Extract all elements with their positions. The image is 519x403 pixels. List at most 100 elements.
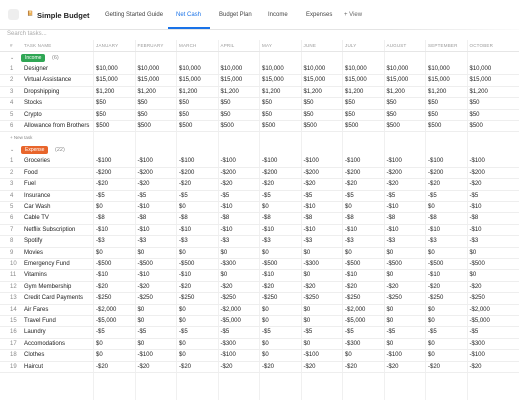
task-name[interactable]: Credit Card Payments bbox=[24, 295, 84, 302]
cell-value: -$200 bbox=[179, 169, 195, 176]
tab[interactable]: Budget Plan bbox=[219, 12, 252, 18]
tab[interactable]: Net Cash bbox=[176, 12, 202, 18]
column-header: OCTOBER bbox=[469, 43, 494, 48]
cell-value: -$250 bbox=[137, 295, 153, 302]
task-name[interactable]: Virtual Assistance bbox=[24, 77, 72, 84]
row-number: 6 bbox=[10, 215, 14, 222]
task-name[interactable]: Stocks bbox=[24, 100, 43, 107]
cell-value: -$100 bbox=[303, 158, 319, 165]
cell-value: -$5,000 bbox=[96, 318, 117, 324]
task-name[interactable]: Laundry bbox=[24, 329, 46, 336]
cell-value: -$250 bbox=[220, 295, 236, 302]
cell-value: $10,000 bbox=[137, 66, 160, 72]
task-name[interactable]: Travel Fund bbox=[24, 318, 56, 324]
cell-value: -$5 bbox=[137, 329, 147, 336]
tab[interactable]: Getting Started Guide bbox=[105, 12, 164, 18]
cell-value: $0 bbox=[96, 352, 103, 359]
cell-value: -$250 bbox=[96, 295, 112, 302]
cell-value: -$8 bbox=[469, 215, 479, 222]
new-task[interactable]: + New task bbox=[10, 135, 33, 141]
cell-value: -$3 bbox=[96, 238, 105, 245]
task-name[interactable]: Movies bbox=[24, 249, 44, 256]
cell-value: $0 bbox=[96, 249, 103, 256]
cell-value: -$100 bbox=[96, 158, 112, 165]
row-border bbox=[0, 280, 519, 282]
task-name[interactable]: Allowance from Brothers bbox=[24, 123, 90, 129]
task-name[interactable]: Food bbox=[24, 169, 38, 176]
add-view[interactable]: + View bbox=[344, 12, 363, 18]
cell-value: $0 bbox=[428, 340, 435, 347]
column-header: AUGUST bbox=[386, 43, 407, 48]
cell-value: -$500 bbox=[96, 261, 112, 267]
task-name[interactable]: Designer bbox=[24, 66, 49, 72]
cell-value: $10,000 bbox=[96, 66, 118, 72]
cell-value: $50 bbox=[469, 111, 480, 118]
cell-value: -$250 bbox=[303, 295, 319, 302]
column-divider bbox=[425, 40, 426, 400]
task-name[interactable]: Accomodations bbox=[24, 340, 66, 347]
row-border bbox=[0, 337, 519, 339]
cell-value: -$20 bbox=[262, 181, 275, 188]
row-border bbox=[0, 120, 519, 121]
row-border bbox=[0, 326, 519, 328]
cell-value: -$300 bbox=[303, 261, 319, 267]
tab[interactable]: Expenses bbox=[306, 12, 333, 18]
cell-value: -$5,000 bbox=[345, 318, 366, 324]
search[interactable]: Search tasks... bbox=[7, 31, 47, 37]
cell-value: -$10 bbox=[303, 226, 316, 233]
row-border bbox=[0, 235, 519, 237]
cell-value: -$10 bbox=[303, 204, 316, 210]
cell-value: -$20 bbox=[469, 181, 482, 188]
tab[interactable]: Income bbox=[268, 12, 288, 18]
task-name[interactable]: Netflix Subscription bbox=[24, 226, 76, 233]
cell-value: $15,000 bbox=[262, 77, 284, 84]
task-name[interactable]: Fuel bbox=[24, 181, 36, 188]
row-border bbox=[0, 74, 519, 76]
cell-value: $1,200 bbox=[96, 88, 115, 95]
column-divider bbox=[259, 40, 260, 400]
row-number: 13 bbox=[10, 295, 17, 302]
cell-value: -$8 bbox=[220, 215, 230, 222]
task-name[interactable]: Spotify bbox=[24, 238, 43, 245]
cell-value: $0 bbox=[179, 340, 186, 347]
cell-value: -$20 bbox=[345, 283, 358, 290]
cell-value: $0 bbox=[262, 318, 269, 324]
task-name[interactable]: Clothes bbox=[24, 352, 45, 359]
cell-value: -$20 bbox=[179, 181, 192, 188]
cell-value: $0 bbox=[303, 272, 311, 279]
row-border bbox=[0, 131, 519, 133]
cell-value: $1,200 bbox=[262, 88, 281, 95]
cell-value: $0 bbox=[428, 352, 435, 359]
cell-value: $0 bbox=[428, 318, 435, 324]
task-name[interactable]: Crypto bbox=[24, 111, 42, 118]
row-number: 10 bbox=[10, 261, 17, 267]
cell-value: -$500 bbox=[345, 261, 361, 267]
group-pill: Expense bbox=[21, 146, 49, 155]
task-name[interactable]: Dropshipping bbox=[24, 88, 60, 95]
cell-value: -$5 bbox=[137, 192, 147, 199]
row-border bbox=[0, 258, 519, 259]
cell-value: $10,000 bbox=[386, 66, 409, 72]
cell-value: -$20 bbox=[96, 363, 109, 370]
task-name[interactable]: Gym Membership bbox=[24, 283, 72, 290]
task-name[interactable]: Emergency Fund bbox=[24, 261, 70, 267]
row-number: 1 bbox=[10, 66, 14, 72]
cell-value: -$8 bbox=[137, 215, 147, 222]
task-name[interactable]: Car Wash bbox=[24, 204, 51, 210]
task-name[interactable]: Insurance bbox=[24, 192, 51, 199]
cell-value: $0 bbox=[220, 249, 228, 256]
cell-value: $50 bbox=[262, 111, 273, 118]
task-name[interactable]: Air Fares bbox=[24, 306, 49, 313]
workspace-icon[interactable] bbox=[8, 9, 19, 20]
task-name[interactable]: Haircut bbox=[24, 363, 44, 370]
cell-value: $0 bbox=[386, 272, 394, 279]
cell-value: $50 bbox=[428, 100, 439, 107]
task-name[interactable]: Vitamins bbox=[24, 272, 47, 279]
row-number: 4 bbox=[10, 192, 14, 199]
cell-value: -$100 bbox=[469, 158, 485, 165]
cell-value: $15,000 bbox=[179, 77, 201, 84]
row-number: 3 bbox=[10, 181, 14, 188]
task-name[interactable]: Groceries bbox=[24, 158, 51, 165]
task-name[interactable]: Cable TV bbox=[24, 215, 49, 222]
